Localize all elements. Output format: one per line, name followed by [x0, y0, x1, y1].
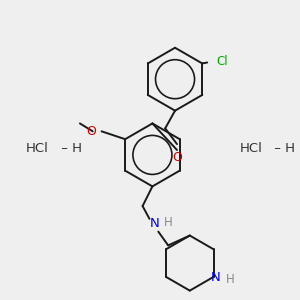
Text: H: H [164, 216, 173, 229]
Text: HCl: HCl [26, 142, 49, 154]
Text: O: O [86, 125, 96, 138]
Text: H: H [225, 273, 234, 286]
Text: N: N [149, 217, 159, 230]
Text: O: O [172, 152, 182, 164]
Text: – H: – H [57, 142, 82, 154]
Text: Cl: Cl [216, 55, 228, 68]
Text: HCl: HCl [239, 142, 262, 154]
Text: – H: – H [270, 142, 296, 154]
Text: N: N [211, 271, 220, 284]
